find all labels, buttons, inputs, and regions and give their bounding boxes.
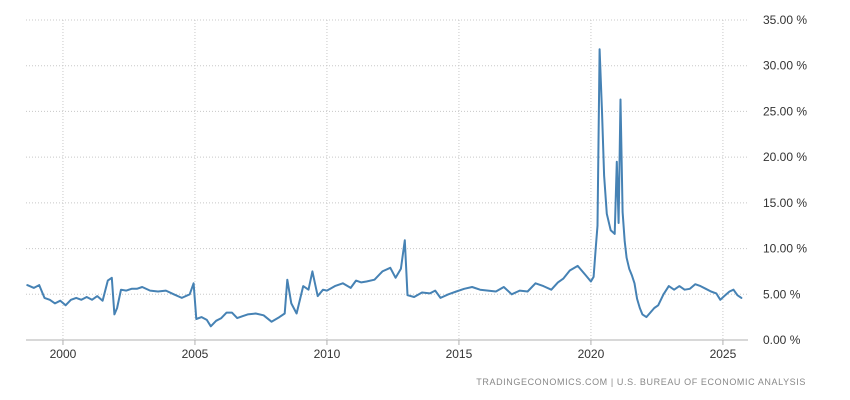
y-tick-label: 20.00 % <box>763 150 807 164</box>
y-tick-label: 35.00 % <box>763 13 807 27</box>
x-tick-label: 2010 <box>314 347 341 361</box>
y-tick-label: 10.00 % <box>763 242 807 256</box>
x-tick-label: 2000 <box>50 347 77 361</box>
y-tick-label: 5.00 % <box>763 287 801 301</box>
y-axis-labels: 0.00 % 5.00 % 10.00 % 15.00 % 20.00 % 25.00 %… <box>763 13 807 347</box>
x-axis-ticks <box>62 340 724 345</box>
series-line <box>26 48 743 328</box>
grid <box>26 19 748 340</box>
source-credit: TRADINGECONOMICS.COM | U.S. BUREAU OF EC… <box>476 377 806 387</box>
x-tick-label: 2020 <box>578 347 605 361</box>
x-tick-label: 2015 <box>446 347 473 361</box>
x-tick-label: 2005 <box>182 347 209 361</box>
y-tick-label: 0.00 % <box>763 333 801 347</box>
y-tick-label: 30.00 % <box>763 59 807 73</box>
x-axis-labels: 2000 2005 2010 2015 2020 2025 <box>50 347 737 361</box>
y-tick-label: 25.00 % <box>763 104 807 118</box>
y-tick-label: 15.00 % <box>763 196 807 210</box>
x-tick-label: 2025 <box>710 347 737 361</box>
